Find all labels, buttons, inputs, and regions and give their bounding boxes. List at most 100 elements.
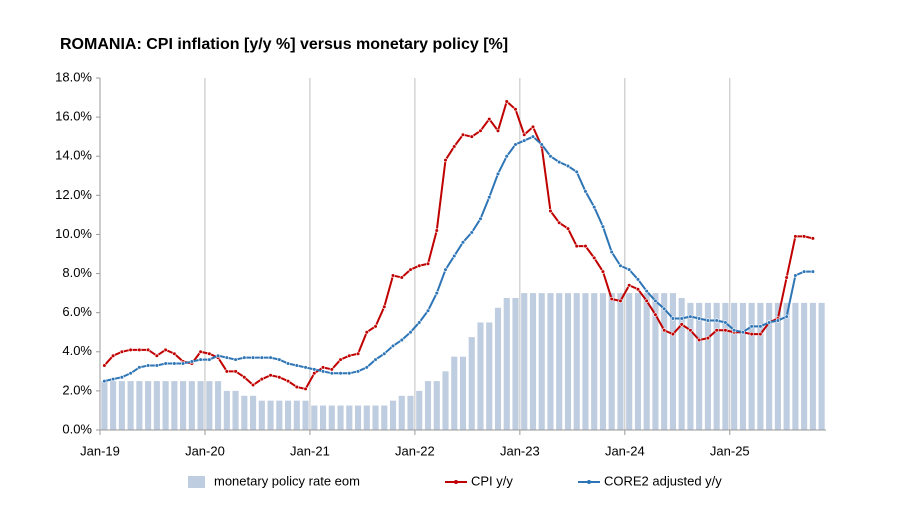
point (277, 375, 282, 380)
bar (687, 302, 694, 430)
bar (792, 302, 799, 430)
legend-label: CPI y/y (471, 473, 513, 488)
point (522, 132, 527, 137)
bar (127, 381, 134, 430)
bar (722, 302, 729, 430)
bar (468, 337, 475, 430)
point (530, 134, 536, 139)
x-tick-label: Jan-24 (605, 443, 645, 458)
point (627, 267, 632, 272)
bar (591, 293, 598, 430)
point (373, 324, 378, 329)
bar (748, 302, 755, 430)
point (154, 353, 159, 358)
point (644, 289, 649, 294)
point (268, 355, 273, 360)
bar (809, 302, 816, 430)
point (749, 332, 754, 337)
bar (442, 371, 449, 430)
point (303, 386, 308, 392)
point (539, 142, 544, 147)
bar (407, 395, 414, 430)
bar (564, 293, 572, 430)
bar (451, 356, 458, 430)
bar (704, 302, 711, 430)
bar (547, 293, 554, 430)
point (557, 220, 562, 225)
point (233, 357, 238, 362)
point (452, 253, 457, 259)
y-tick-label: 16.0% (55, 109, 92, 124)
bar (241, 395, 248, 430)
point (697, 316, 702, 321)
point (434, 228, 439, 233)
point (697, 337, 702, 343)
bar (739, 302, 746, 430)
bar (153, 381, 160, 430)
bar (582, 293, 589, 430)
bar (801, 302, 808, 430)
point (434, 291, 439, 296)
point (793, 234, 798, 239)
point (163, 361, 168, 366)
point (347, 371, 352, 376)
point (268, 373, 273, 378)
bar (311, 405, 318, 430)
point (382, 351, 387, 356)
bar (608, 293, 615, 430)
point (102, 379, 107, 384)
point (338, 371, 343, 376)
legend-swatch (587, 480, 591, 484)
point (662, 306, 667, 311)
point (618, 263, 623, 268)
point (618, 298, 623, 304)
legend-label: CORE2 adjusted y/y (604, 473, 722, 488)
y-tick-label: 4.0% (62, 343, 92, 358)
point (653, 298, 658, 304)
point (242, 355, 247, 360)
point (417, 263, 422, 268)
point (460, 132, 466, 137)
chart-title: ROMANIA: CPI inflation [y/y %] versus mo… (60, 36, 508, 53)
bar (188, 381, 195, 430)
point (530, 124, 536, 129)
point (373, 357, 378, 362)
point (399, 337, 404, 343)
point (460, 240, 466, 245)
bar (521, 293, 528, 430)
point (128, 371, 133, 376)
point (233, 369, 238, 374)
point (312, 371, 317, 376)
y-tick-label: 6.0% (62, 304, 92, 319)
bar (477, 322, 484, 430)
line (103, 99, 814, 391)
point (670, 316, 676, 321)
point (277, 357, 282, 362)
point (495, 128, 501, 133)
point (504, 99, 509, 104)
point (198, 357, 203, 362)
bar (180, 381, 187, 430)
point (207, 357, 212, 362)
point (557, 159, 562, 165)
point (312, 367, 317, 372)
point (504, 154, 509, 159)
point (600, 224, 606, 229)
point (102, 363, 107, 368)
point (198, 349, 203, 354)
bar (250, 395, 257, 430)
point (802, 269, 807, 274)
point (224, 369, 229, 374)
point (329, 367, 334, 372)
point (565, 163, 571, 169)
point (180, 361, 186, 366)
bar (626, 293, 633, 430)
point (425, 308, 431, 313)
point (679, 316, 684, 321)
point (810, 269, 815, 274)
point (137, 347, 142, 352)
bar (459, 356, 467, 430)
legend-label: monetary policy rate eom (214, 473, 360, 488)
bar (267, 400, 274, 430)
bar (818, 302, 825, 430)
